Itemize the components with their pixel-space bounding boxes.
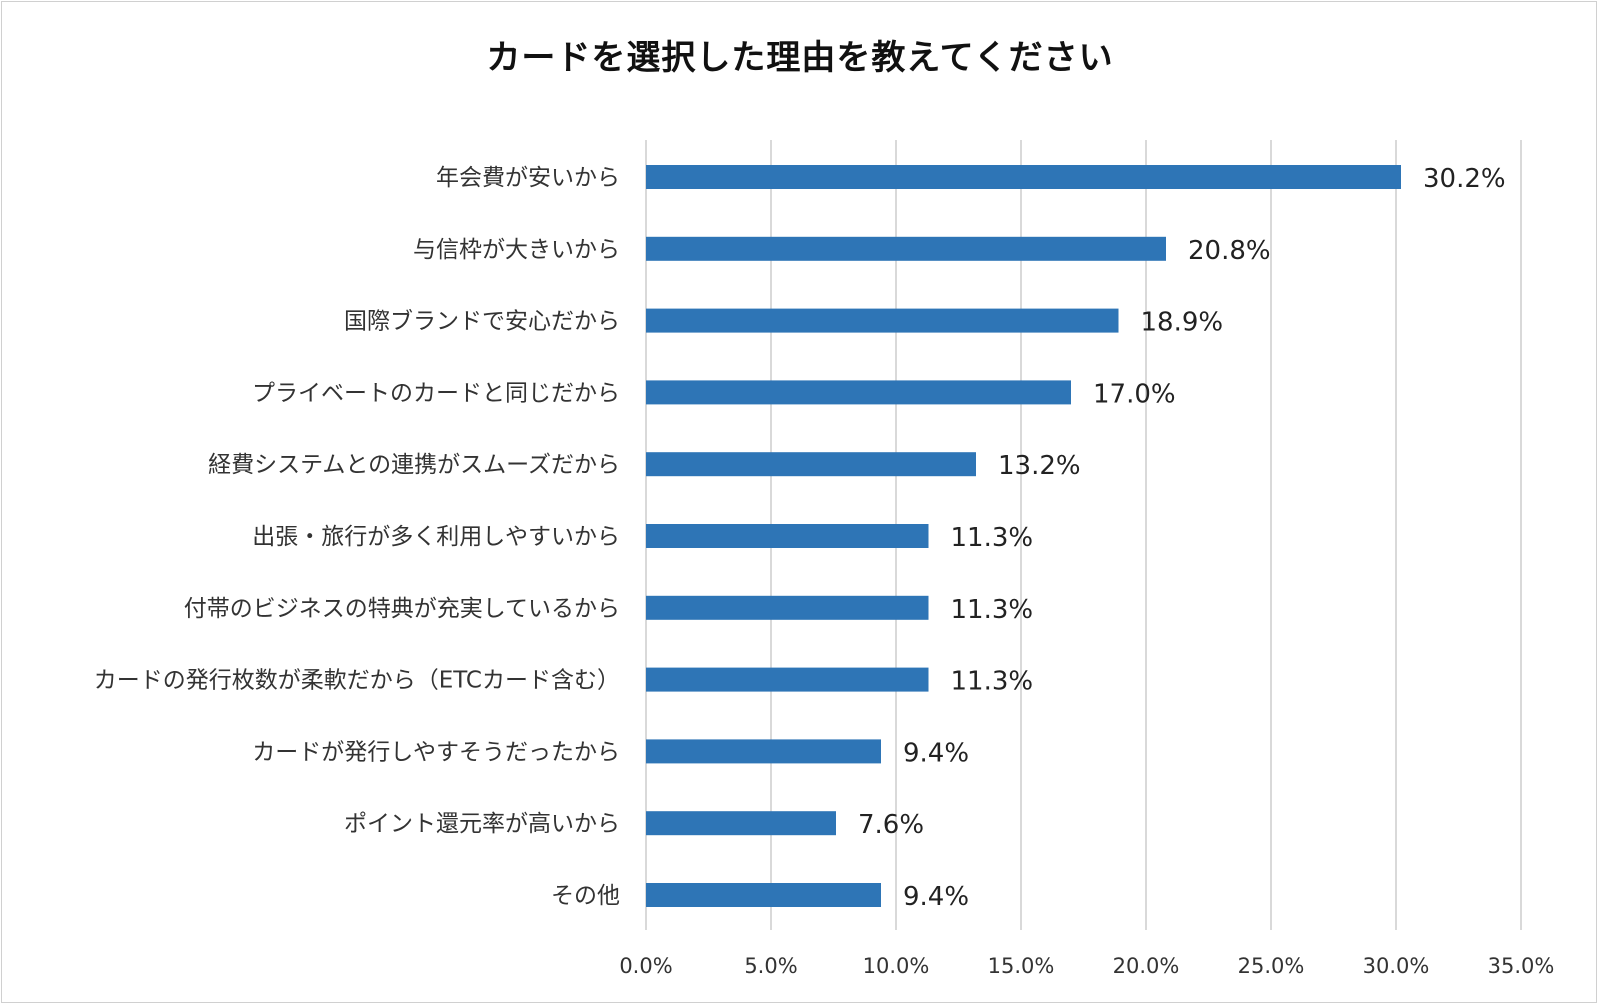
category-label: 与信枠が大きいから — [413, 237, 620, 263]
bar — [646, 595, 929, 620]
value-label: 20.8% — [1188, 236, 1271, 266]
bar — [646, 883, 881, 907]
category-label: ポイント還元率が高いから — [344, 811, 620, 837]
chart-title: カードを選択した理由を教えてください — [486, 38, 1114, 78]
category-label: 付帯のビジネスの特典が充実しているから — [184, 596, 620, 622]
value-label: 11.3% — [951, 523, 1034, 553]
value-label: 18.9% — [1141, 308, 1224, 338]
bar — [646, 667, 929, 692]
bar — [646, 452, 976, 477]
value-label: 7.6% — [858, 810, 924, 840]
x-tick-label: 10.0% — [863, 954, 930, 978]
value-label: 30.2% — [1423, 164, 1506, 194]
value-label: 11.3% — [951, 667, 1034, 697]
category-label: プライベートのカードと同じだから — [252, 380, 620, 406]
category-label: カードの発行枚数が柔軟だから（ETCカード含む） — [94, 668, 620, 694]
value-label: 13.2% — [998, 451, 1081, 481]
bar — [646, 739, 881, 764]
bar — [646, 524, 929, 548]
category-label: カードが発行しやすそうだったから — [252, 739, 620, 765]
x-tick-label: 5.0% — [744, 954, 797, 978]
x-tick-label: 35.0% — [1488, 954, 1555, 978]
category-label: 出張・旅行が多く利用しやすいから — [252, 524, 620, 550]
bar — [646, 308, 1119, 333]
x-tick-label: 20.0% — [1113, 954, 1180, 978]
category-label: 経費システムとの連携がスムーズだから — [208, 452, 620, 478]
value-label: 9.4% — [903, 738, 969, 768]
value-label: 17.0% — [1093, 379, 1176, 409]
value-label: 11.3% — [951, 595, 1034, 625]
bar — [646, 811, 836, 836]
x-tick-label: 25.0% — [1238, 954, 1305, 978]
category-label: 国際ブランドで安心だから — [344, 309, 620, 335]
bar — [646, 236, 1166, 261]
x-tick-label: 15.0% — [988, 954, 1055, 978]
bar — [646, 380, 1071, 405]
x-tick-label: 0.0% — [619, 954, 672, 978]
bar — [646, 165, 1401, 189]
x-tick-label: 30.0% — [1363, 954, 1430, 978]
category-label: 年会費が安いから — [436, 165, 620, 191]
category-label: その他 — [551, 883, 620, 909]
value-label: 9.4% — [903, 882, 969, 912]
